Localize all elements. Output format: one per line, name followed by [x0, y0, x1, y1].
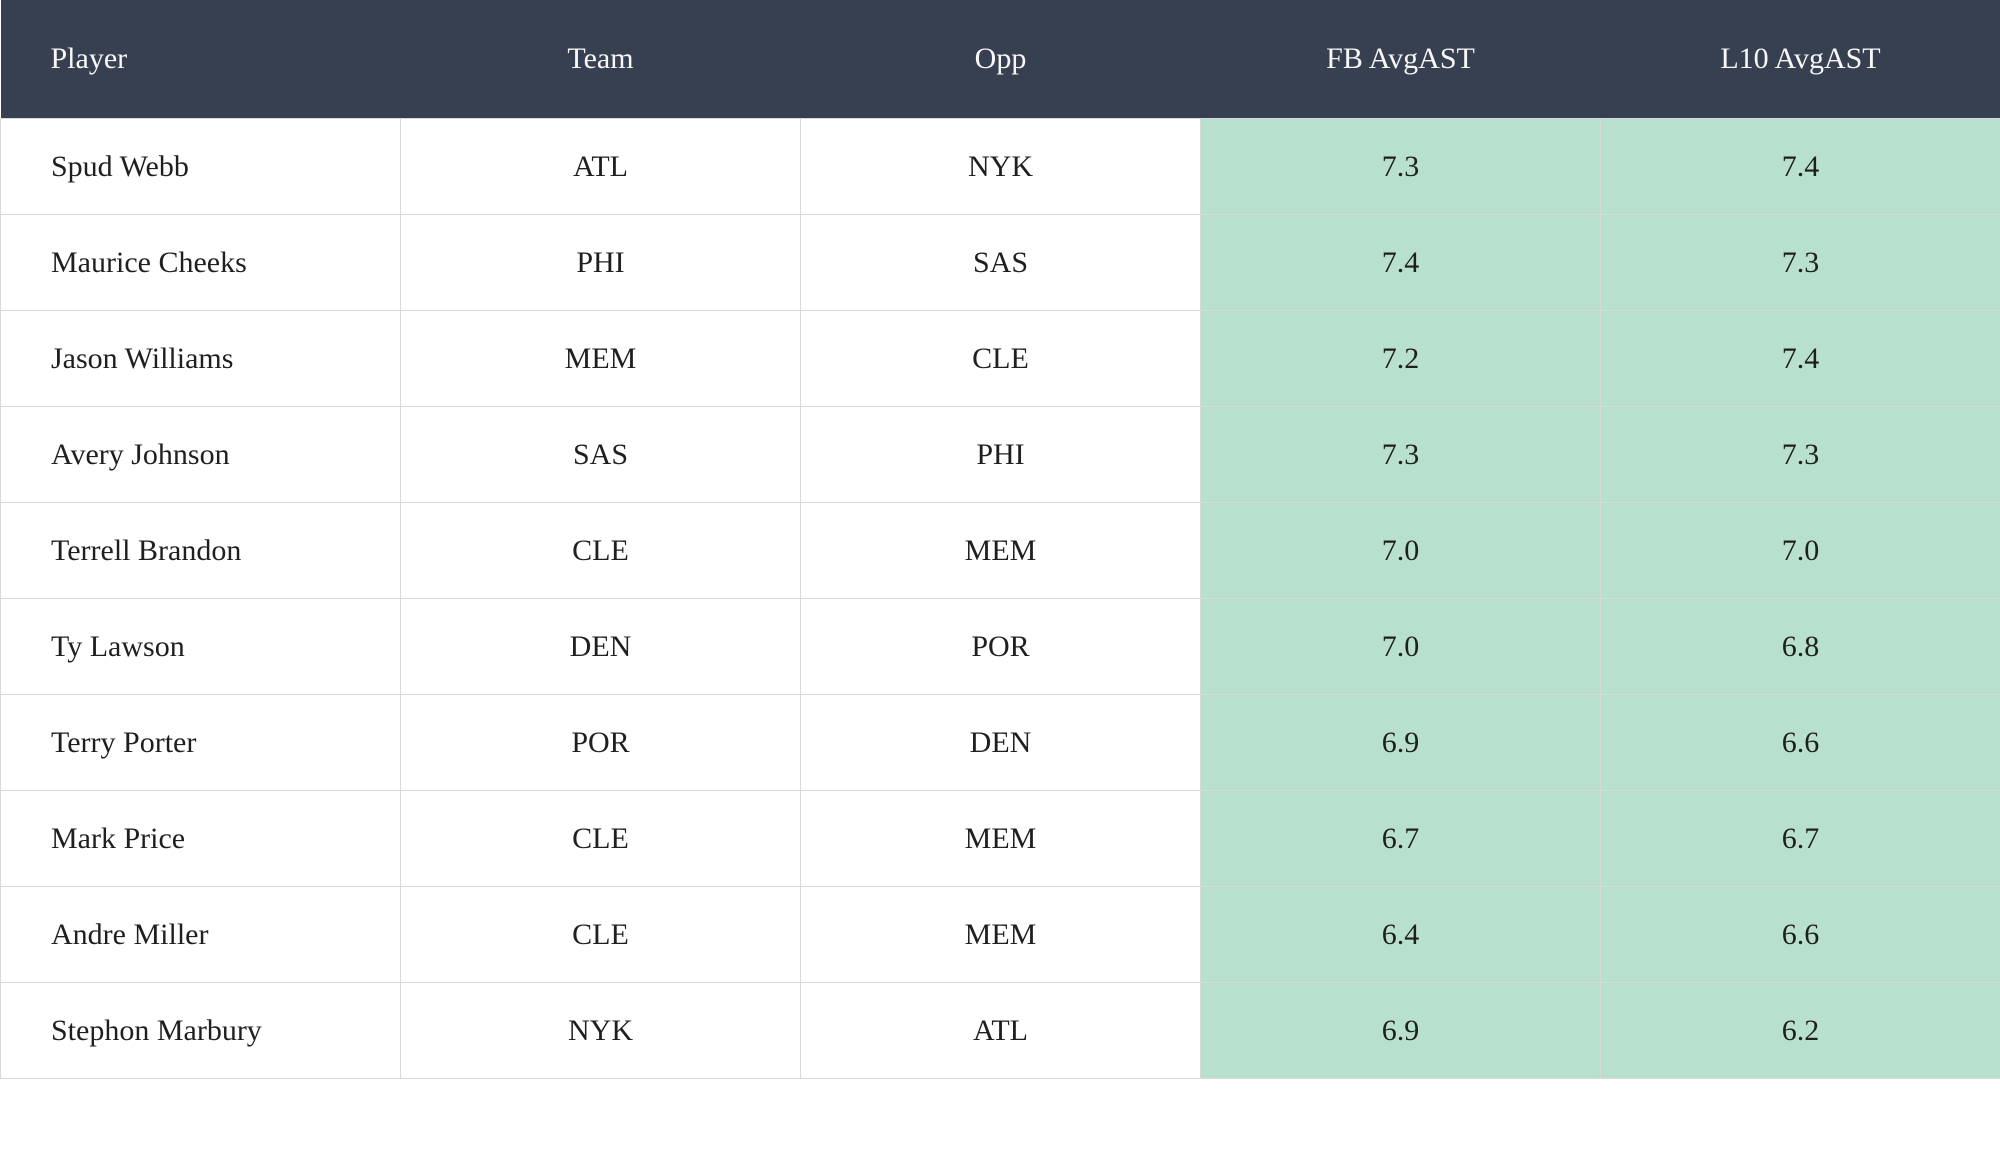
l10-avgast-cell: 7.4	[1600, 310, 2000, 407]
team-cell: SAS	[400, 406, 801, 503]
column-header-l10-avgast: L10 AvgAST	[1600, 0, 2000, 119]
fb-avgast-cell: 7.0	[1200, 502, 1601, 599]
table-row: Mark Price CLE MEM 6.7 6.7	[0, 790, 2000, 887]
fb-avgast-cell: 7.3	[1200, 406, 1601, 503]
l10-avgast-cell: 6.2	[1600, 982, 2000, 1079]
opp-cell: POR	[800, 598, 1201, 695]
table-row: Avery Johnson SAS PHI 7.3 7.3	[0, 406, 2000, 503]
player-cell: Spud Webb	[0, 118, 401, 215]
l10-avgast-cell: 6.6	[1600, 694, 2000, 791]
table-body: Spud Webb ATL NYK 7.3 7.4 Maurice Cheeks…	[0, 118, 2000, 1079]
player-cell: Jason Williams	[0, 310, 401, 407]
table-row: Terrell Brandon CLE MEM 7.0 7.0	[0, 502, 2000, 599]
column-header-opp: Opp	[800, 0, 1201, 119]
column-header-player: Player	[0, 0, 401, 119]
player-cell: Ty Lawson	[0, 598, 401, 695]
player-cell: Stephon Marbury	[0, 982, 401, 1079]
l10-avgast-cell: 6.6	[1600, 886, 2000, 983]
team-cell: POR	[400, 694, 801, 791]
fb-avgast-cell: 6.4	[1200, 886, 1601, 983]
table-row: Maurice Cheeks PHI SAS 7.4 7.3	[0, 214, 2000, 311]
l10-avgast-cell: 7.3	[1600, 214, 2000, 311]
table-row: Andre Miller CLE MEM 6.4 6.6	[0, 886, 2000, 983]
table-header: Player Team Opp FB AvgAST L10 AvgAST	[0, 0, 2000, 119]
opp-cell: NYK	[800, 118, 1201, 215]
fb-avgast-cell: 7.3	[1200, 118, 1601, 215]
team-cell: MEM	[400, 310, 801, 407]
player-cell: Terry Porter	[0, 694, 401, 791]
table-row: Jason Williams MEM CLE 7.2 7.4	[0, 310, 2000, 407]
opp-cell: SAS	[800, 214, 1201, 311]
team-cell: NYK	[400, 982, 801, 1079]
fb-avgast-cell: 7.4	[1200, 214, 1601, 311]
opp-cell: CLE	[800, 310, 1201, 407]
column-header-fb-avgast: FB AvgAST	[1200, 0, 1601, 119]
fb-avgast-cell: 6.9	[1200, 982, 1601, 1079]
team-cell: CLE	[400, 790, 801, 887]
table-row: Terry Porter POR DEN 6.9 6.6	[0, 694, 2000, 791]
opp-cell: PHI	[800, 406, 1201, 503]
player-assists-table: Player Team Opp FB AvgAST L10 AvgAST Spu…	[0, 0, 2000, 1079]
l10-avgast-cell: 6.7	[1600, 790, 2000, 887]
team-cell: DEN	[400, 598, 801, 695]
team-cell: CLE	[400, 886, 801, 983]
l10-avgast-cell: 7.0	[1600, 502, 2000, 599]
fb-avgast-cell: 6.7	[1200, 790, 1601, 887]
l10-avgast-cell: 7.4	[1600, 118, 2000, 215]
player-cell: Maurice Cheeks	[0, 214, 401, 311]
fb-avgast-cell: 7.2	[1200, 310, 1601, 407]
fb-avgast-cell: 7.0	[1200, 598, 1601, 695]
opp-cell: MEM	[800, 502, 1201, 599]
player-cell: Avery Johnson	[0, 406, 401, 503]
table-row: Stephon Marbury NYK ATL 6.9 6.2	[0, 982, 2000, 1079]
header-row: Player Team Opp FB AvgAST L10 AvgAST	[0, 0, 2000, 119]
opp-cell: ATL	[800, 982, 1201, 1079]
fb-avgast-cell: 6.9	[1200, 694, 1601, 791]
player-cell: Andre Miller	[0, 886, 401, 983]
opp-cell: MEM	[800, 886, 1201, 983]
l10-avgast-cell: 6.8	[1600, 598, 2000, 695]
table-row: Spud Webb ATL NYK 7.3 7.4	[0, 118, 2000, 215]
team-cell: CLE	[400, 502, 801, 599]
opp-cell: DEN	[800, 694, 1201, 791]
table-row: Ty Lawson DEN POR 7.0 6.8	[0, 598, 2000, 695]
player-cell: Terrell Brandon	[0, 502, 401, 599]
opp-cell: MEM	[800, 790, 1201, 887]
player-cell: Mark Price	[0, 790, 401, 887]
team-cell: ATL	[400, 118, 801, 215]
column-header-team: Team	[400, 0, 801, 119]
l10-avgast-cell: 7.3	[1600, 406, 2000, 503]
team-cell: PHI	[400, 214, 801, 311]
